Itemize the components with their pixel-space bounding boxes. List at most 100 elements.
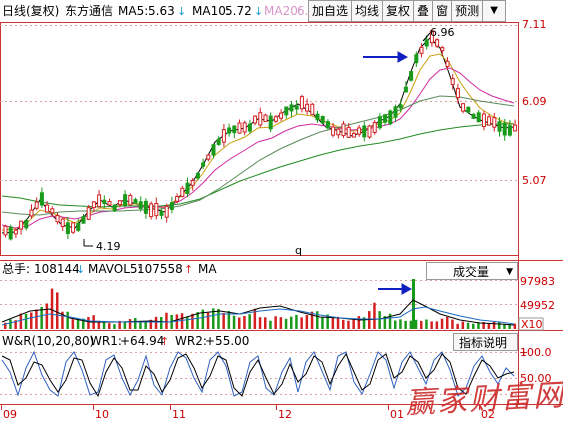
moving-average-button[interactable]: 均线 (352, 1, 384, 21)
volume-total-label: 总手: (2, 262, 30, 276)
window-button[interactable]: 窗 (433, 1, 453, 21)
volume-bar (222, 312, 225, 329)
volume-bar (425, 319, 428, 329)
volume-bar (498, 322, 501, 329)
volume-bar (232, 315, 236, 329)
volume-bar (347, 320, 350, 329)
toolbar-more-icon[interactable]: ▼ (483, 1, 506, 21)
candle-body (195, 172, 200, 179)
candle-body (201, 162, 206, 167)
candle-body (424, 39, 429, 47)
volume-bars (4, 279, 517, 329)
price-tick: 5.07 (522, 174, 547, 187)
volume-bar (451, 319, 454, 329)
ma60-line (1, 123, 514, 208)
candle-body (294, 105, 299, 110)
wr2-line (1, 352, 515, 398)
high-pointer (422, 32, 431, 42)
volume-bar (321, 317, 324, 329)
volume-bar (139, 320, 142, 329)
candle-body (409, 71, 414, 81)
down-arrow-icon: ↓ (76, 263, 85, 276)
volume-bar (409, 320, 413, 329)
volume-bar (61, 311, 64, 329)
candle-body (211, 144, 216, 156)
ma30-line (1, 95, 515, 216)
time-tick: 01 (390, 408, 404, 421)
ma20-line (1, 67, 515, 229)
candle-body (97, 194, 102, 208)
volume-total-value: 108144 (34, 262, 80, 276)
candle-body (471, 113, 476, 119)
volume-bar (35, 309, 38, 329)
candle-body (206, 154, 211, 160)
time-tick: 12 (278, 408, 292, 421)
volume-bar (165, 312, 168, 329)
volume-bar (40, 306, 43, 329)
volume-bar (352, 318, 355, 329)
candle-body (81, 216, 86, 224)
volume-indicator-select[interactable]: 成交量 ▼ (426, 262, 518, 280)
volume-bar (508, 324, 511, 329)
candle-body (180, 187, 185, 197)
volume-bar (19, 313, 23, 329)
volume-bar (160, 317, 163, 329)
add-watchlist-button[interactable]: 加自选 (309, 1, 353, 21)
candle-body (310, 103, 315, 115)
indicator-help-button[interactable]: 指标说明 (453, 333, 518, 351)
volume-bar (97, 320, 101, 329)
candle-body (299, 96, 304, 110)
candle-body (398, 104, 403, 109)
volume-bar (102, 322, 106, 329)
volume-bar (123, 321, 127, 329)
volume-bar (378, 311, 381, 329)
candle-body (237, 122, 242, 134)
candle-body (372, 122, 377, 133)
volume-bar (274, 316, 277, 329)
volume-bar (300, 317, 303, 329)
ma5-label: MA5: (118, 4, 148, 18)
arrow-annotation (363, 51, 409, 63)
candle-body (24, 219, 29, 229)
candle-body (169, 202, 174, 210)
candle-body (242, 122, 247, 133)
volume-bar (264, 317, 267, 329)
candle-body (403, 86, 408, 93)
candle-body (461, 103, 466, 112)
candle-body (450, 78, 455, 86)
candle-body (112, 204, 117, 212)
candle-body (440, 47, 445, 52)
volume-bar (66, 311, 69, 329)
volume-bar (492, 321, 496, 329)
volume-bar (368, 311, 371, 329)
candle-body (175, 196, 180, 202)
volume-bar (128, 319, 132, 329)
wr-tick: 100.0 (520, 346, 552, 359)
volume-bar (383, 316, 387, 329)
volume-bar (295, 314, 298, 329)
volume-bar (113, 324, 116, 329)
volume-bar (482, 322, 485, 329)
forecast-button[interactable]: 预测 (452, 1, 484, 21)
candle-body (336, 128, 341, 136)
candle-body (185, 182, 190, 195)
wr1-label: WR1: (90, 334, 122, 348)
volume-bar (279, 317, 283, 329)
volume-bar (71, 319, 75, 329)
candle-body (289, 104, 294, 112)
volume-bar (435, 321, 439, 329)
overlay-button[interactable]: 叠 (414, 1, 434, 21)
volume-bar (50, 288, 54, 329)
candle-body (429, 30, 434, 44)
mavol-value: 107558 (137, 262, 183, 276)
volume-bar (472, 323, 475, 329)
volume-bar (186, 317, 189, 329)
volume-bar (342, 319, 345, 329)
candle-body (331, 126, 336, 136)
candle-body (258, 112, 263, 126)
candle-body (19, 220, 24, 230)
adjust-rights-button[interactable]: 复权 (383, 1, 415, 21)
candle-body (216, 138, 221, 145)
candle-body (159, 211, 164, 216)
